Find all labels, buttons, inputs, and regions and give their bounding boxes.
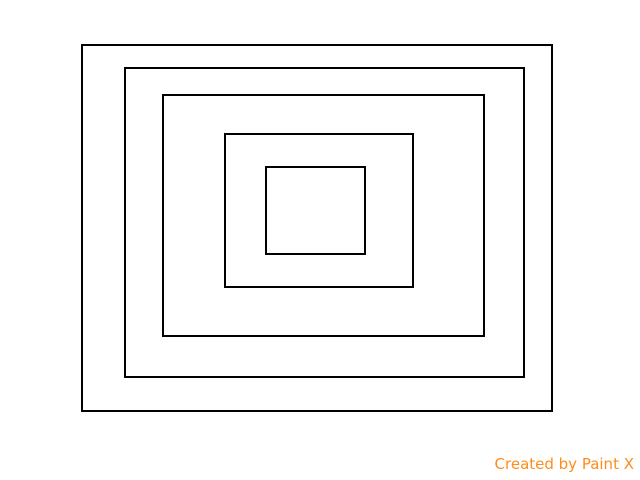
rectangle-third bbox=[162, 94, 485, 337]
rectangle-inner bbox=[265, 166, 366, 255]
rectangle-outer bbox=[81, 44, 553, 412]
rectangle-second bbox=[124, 67, 525, 378]
paint-x-watermark: Created by Paint X bbox=[494, 455, 634, 473]
rectangle-fourth bbox=[224, 133, 414, 288]
